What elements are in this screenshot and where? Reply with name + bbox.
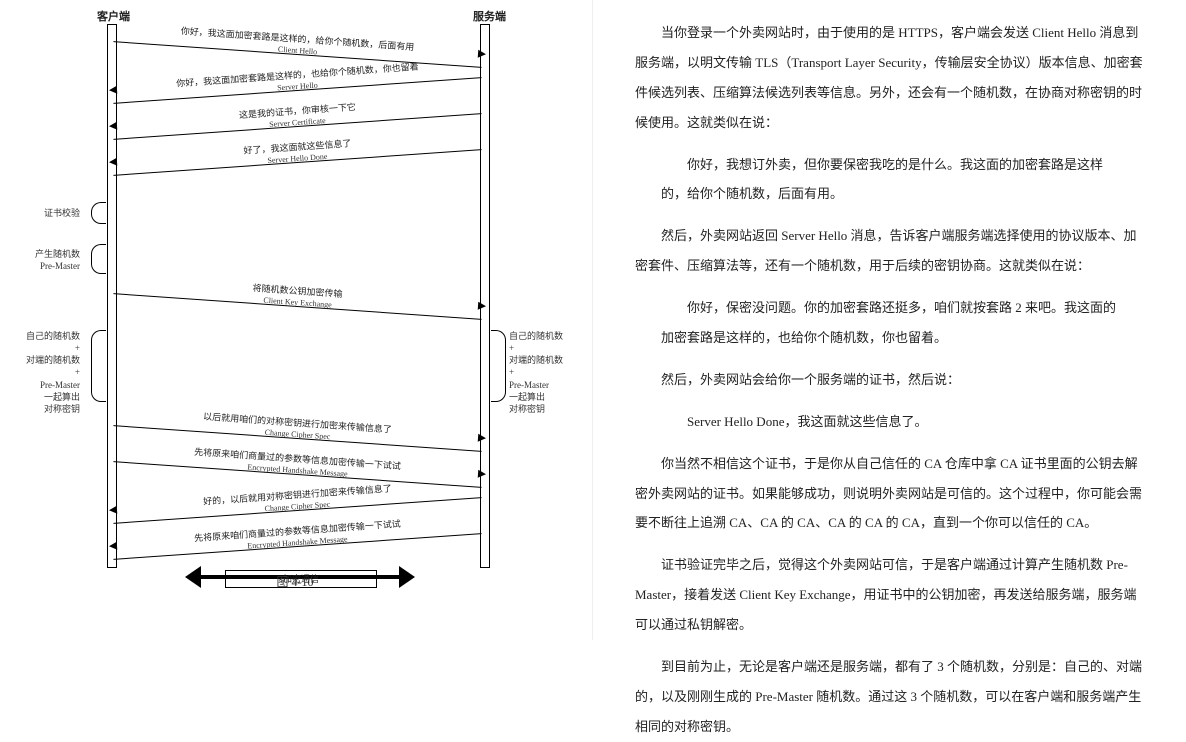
- message-8: 先将原来咱们商量过的参数等信息加密传输一下试试Encrypted Handsha…: [85, 530, 510, 564]
- para-1: 你好，我想订外卖，但你要保密我吃的是什么。我这面的加密套路是这样的，给你个随机数…: [635, 150, 1144, 210]
- para-5: Server Hello Done，我这面就这些信息了。: [635, 407, 1144, 437]
- diagram-pane: 客户端 服务端 你好，我这面加密套路是这样的，给你个随机数，后面有用Client…: [0, 0, 593, 640]
- role-server: 服务端: [473, 8, 506, 24]
- note-left-1: 产生随机数Pre-Master: [35, 248, 80, 272]
- para-4: 然后，外卖网站会给你一个服务端的证书，然后说：: [635, 365, 1144, 395]
- note-left-2: 自己的随机数+对端的随机数+Pre-Master一起算出对称密钥: [26, 330, 80, 415]
- message-4: 将随机数公钥加密传输Client Key Exchange: [85, 290, 510, 324]
- para-6: 你当然不相信这个证书，于是你从自己信任的 CA 仓库中拿 CA 证书里面的公钥去…: [635, 449, 1144, 539]
- note-left-0: 证书校验: [44, 207, 80, 219]
- brace-left-1: [91, 244, 106, 274]
- sequence-diagram: 客户端 服务端 你好，我这面加密套路是这样的，给你个随机数，后面有用Client…: [85, 8, 510, 608]
- brace-left-2: [91, 330, 106, 402]
- para-3: 你好，保密没问题。你的加密套路还挺多，咱们就按套路 2 来吧。我这面的加密套路是…: [635, 293, 1144, 353]
- para-7: 证书验证完毕之后，觉得这个外卖网站可信，于是客户端通过计算产生随机数 Pre-M…: [635, 550, 1144, 640]
- page: 客户端 服务端 你好，我这面加密套路是这样的，给你个随机数，后面有用Client…: [0, 0, 1186, 640]
- message-3: 好了，我这面就这些信息了Server Hello Done: [85, 146, 510, 180]
- note-right-0: 自己的随机数+对端的随机数+Pre-Master一起算出对称密钥: [509, 330, 563, 415]
- diagram-caption: 图 4-10: [120, 573, 470, 590]
- para-0: 当你登录一个外卖网站时，由于使用的是 HTTPS，客户端会发送 Client H…: [635, 18, 1144, 138]
- text-pane: 当你登录一个外卖网站时，由于使用的是 HTTPS，客户端会发送 Client H…: [593, 0, 1186, 640]
- para-2: 然后，外卖网站返回 Server Hello 消息，告诉客户端服务端选择使用的协…: [635, 221, 1144, 281]
- brace-right-0: [491, 330, 506, 402]
- brace-left-0: [91, 202, 106, 224]
- para-8: 到目前为止，无论是客户端还是服务端，都有了 3 个随机数，分别是：自己的、对端的…: [635, 652, 1144, 742]
